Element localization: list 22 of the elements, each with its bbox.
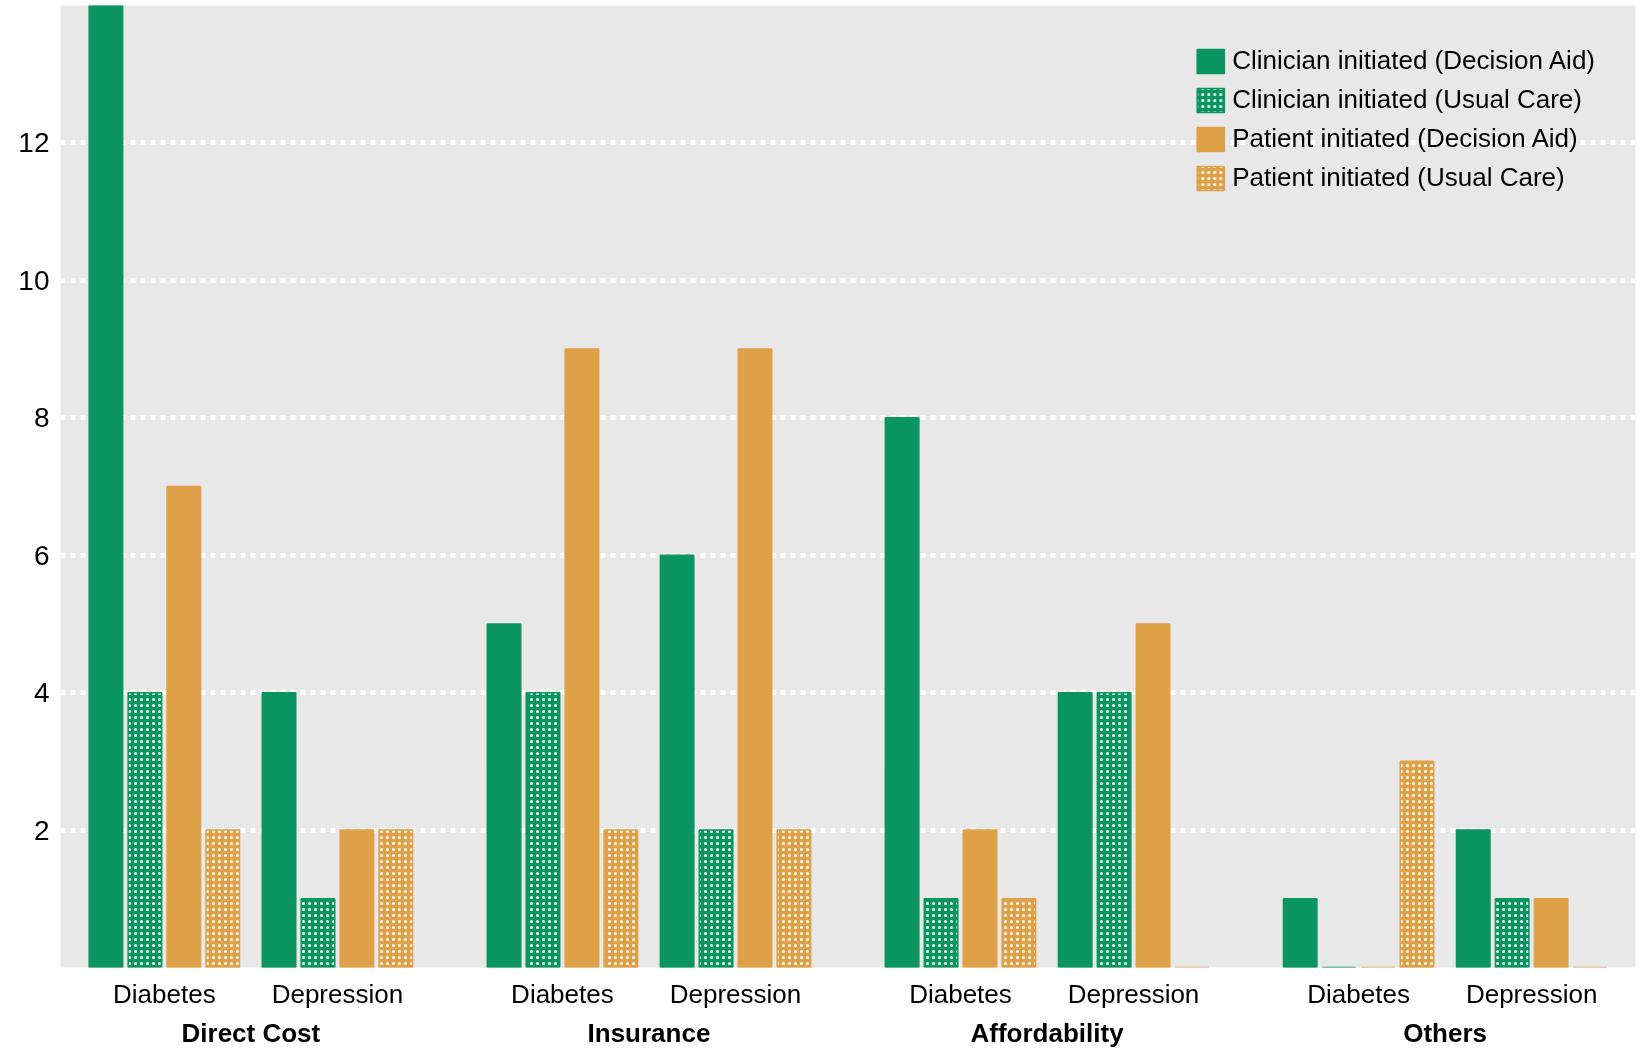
legend-label: Clinician initiated (Decision Aid) — [1232, 45, 1595, 76]
text: Affordability — [970, 1017, 1125, 1048]
text: Direct Cost — [181, 1017, 321, 1048]
x-tick-label: Diabetes — [511, 978, 614, 1009]
legend-label: Clinician initiated (Usual Care) — [1232, 84, 1582, 115]
text: Others — [1403, 1017, 1488, 1048]
legend-label: Patient initiated (Usual Care) — [1232, 162, 1565, 193]
x-tick-label: Diabetes — [113, 978, 216, 1009]
y-tick-label: 2 — [33, 814, 50, 846]
x-tick-label: Depression — [1465, 978, 1598, 1009]
x-tick-label: Depression — [1067, 978, 1200, 1009]
y-tick-label: 12 — [18, 127, 50, 159]
legend-label: Patient initiated (Decision Aid) — [1232, 123, 1578, 154]
x-tick-label: Depression — [271, 978, 404, 1009]
y-tick-label: 4 — [33, 677, 50, 709]
y-tick-label: 10 — [18, 264, 50, 296]
x-tick-label: Depression — [669, 978, 802, 1009]
y-tick-label: 6 — [33, 539, 50, 571]
y-tick-label: 8 — [33, 402, 50, 434]
text: Insurance — [587, 1017, 711, 1048]
x-tick-label: Diabetes — [909, 978, 1012, 1009]
x-tick-label: Diabetes — [1307, 978, 1410, 1009]
